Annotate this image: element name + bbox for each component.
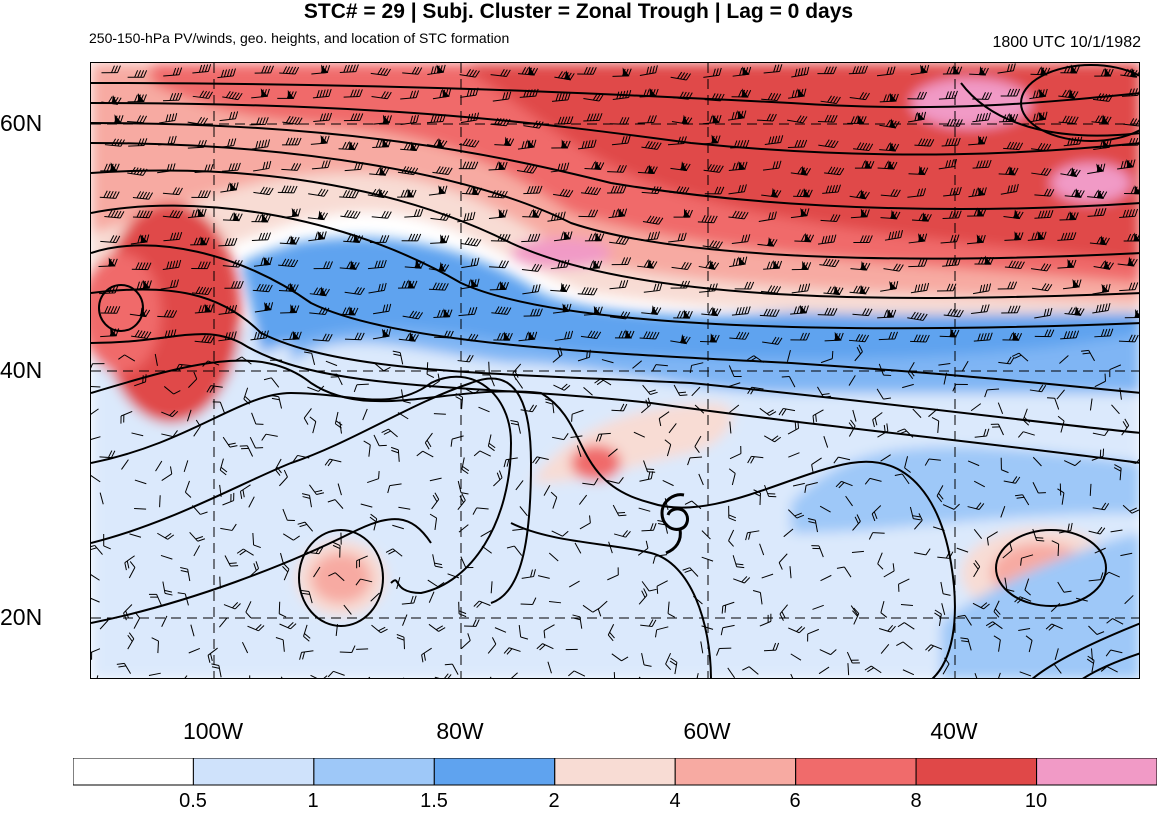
- colorbar-swatch: [193, 758, 313, 785]
- wind-barb: [1090, 484, 1091, 496]
- colorbar-label: 1: [283, 790, 343, 813]
- lon-label-40w: 40W: [909, 718, 999, 745]
- colorbar-swatch: [314, 758, 434, 785]
- wind-barb: [395, 678, 404, 679]
- lon-label-80w: 80W: [415, 718, 505, 745]
- colorbar: [73, 758, 1157, 786]
- colorbar-label: 8: [886, 790, 946, 813]
- figure-subtitle: 250-150-hPa PV/winds, geo. heights, and …: [89, 30, 509, 46]
- wind-barb: [489, 362, 490, 374]
- colorbar-label: 10: [1006, 790, 1066, 813]
- lat-label-20n: 20N: [0, 604, 54, 631]
- valid-time: 1800 UTC 10/1/1982: [992, 34, 1141, 52]
- pv-shading: [91, 63, 1140, 679]
- figure-title: STC# = 29 | Subj. Cluster = Zonal Trough…: [0, 0, 1157, 24]
- map-canvas: [91, 63, 1140, 679]
- wind-barb: [220, 577, 221, 589]
- lon-label-100w: 100W: [168, 718, 258, 745]
- colorbar-swatch: [555, 758, 675, 785]
- wind-barb: [848, 663, 849, 675]
- colorbar-swatch: [675, 758, 795, 785]
- colorbar-label: 1.5: [404, 790, 464, 813]
- colorbar-label: 2: [524, 790, 584, 813]
- colorbar-label: 6: [765, 790, 825, 813]
- colorbar-label: 0.5: [163, 790, 223, 813]
- colorbar-swatch: [796, 758, 916, 785]
- colorbar-label: 4: [645, 790, 705, 813]
- lat-label-60n: 60N: [0, 110, 54, 137]
- wind-barb: [434, 414, 446, 415]
- colorbar-swatch: [434, 758, 554, 785]
- colorbar-swatch: [73, 758, 193, 785]
- wind-barb: [160, 495, 161, 507]
- colorbar-swatch: [916, 758, 1036, 785]
- colorbar-swatch: [1037, 758, 1157, 785]
- lon-label-60w: 60W: [662, 718, 752, 745]
- lat-label-40n: 40N: [0, 357, 54, 384]
- map-panel: [90, 62, 1140, 679]
- wind-barb: [134, 509, 146, 510]
